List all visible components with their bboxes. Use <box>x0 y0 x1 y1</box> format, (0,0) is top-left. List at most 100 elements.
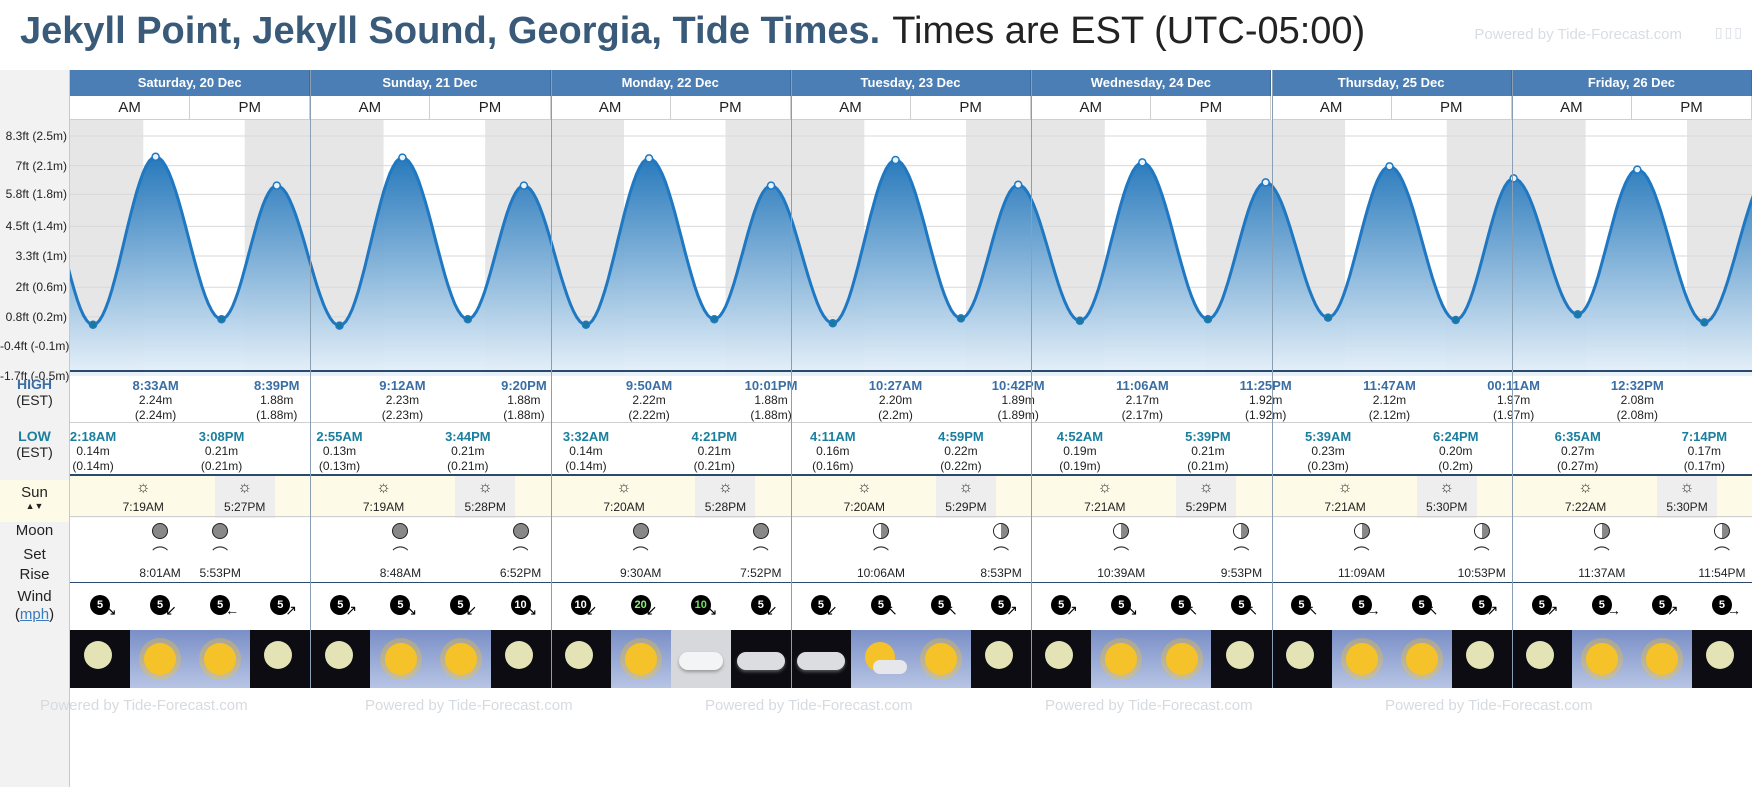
powered-by-footer-4[interactable]: Powered by Tide-Forecast.com <box>1045 697 1253 714</box>
low-tide-height: (0.21m) <box>1187 459 1229 473</box>
moon-icon <box>1691 630 1752 688</box>
high-tide-time: 9:50AM <box>625 378 673 393</box>
moon-phase-icon <box>1713 523 1730 539</box>
low-tide-time: 5:39PM <box>1185 429 1231 444</box>
moonset-time: 8:53PM <box>980 566 1022 580</box>
low-tide-point <box>1700 318 1709 327</box>
moon-icon <box>550 630 612 688</box>
tide-area <box>70 156 1752 376</box>
moon-shape <box>504 641 533 669</box>
low-tide-height: 0.21m <box>451 444 485 458</box>
low-tide-height: 0.16m <box>816 444 850 458</box>
moon-phase-icon <box>1593 523 1610 539</box>
sunrise-icon: ☼ <box>135 479 151 496</box>
low-tide-height: 0.19m <box>1063 444 1097 458</box>
high-tide-point <box>1385 162 1394 171</box>
sun-icon <box>190 630 251 688</box>
sunset-time: 5:28PM <box>704 500 747 514</box>
wind-speed: 5 <box>330 595 351 615</box>
low-tide-time: 4:52AM <box>1056 429 1104 444</box>
sunrise-cell: ☼ 7:20AM <box>594 476 654 518</box>
sunset-cell: ☼ 5:28PM <box>695 476 756 518</box>
y-tick-label: 5.8ft (1.8m) <box>5 187 67 202</box>
low-tide-time: 4:11AM <box>810 429 856 444</box>
powered-by-footer-2[interactable]: Powered by Tide-Forecast.com <box>365 697 573 714</box>
sun-icon <box>1631 630 1693 688</box>
sun-shape <box>204 643 237 675</box>
sun-row-label: Sun ▲▼ <box>0 480 69 522</box>
sunrise-time: 7:22AM <box>1564 500 1607 514</box>
wind-speed: 5 <box>1171 595 1192 615</box>
powered-by-link[interactable]: Powered by Tide-Forecast.com <box>1474 26 1682 43</box>
low-tide-height: (0.21m) <box>447 459 489 473</box>
low-label: LOW <box>18 428 51 444</box>
sun-arrows-icon: ▲▼ <box>25 501 44 511</box>
sun-shape <box>624 643 657 675</box>
moonset-time: 11:54PM <box>1698 566 1746 580</box>
wind-speed: 5 <box>270 595 291 615</box>
moon-phase-icon <box>872 523 889 539</box>
sunset-time: 5:27PM <box>224 500 266 514</box>
low-row-label: LOW (EST) <box>0 428 69 460</box>
low-tz: (EST) <box>16 444 53 460</box>
moon-phase-icon <box>993 523 1010 539</box>
powered-by-footer-1[interactable]: Powered by Tide-Forecast.com <box>40 697 248 714</box>
wind-cell: 5 ↘ <box>70 591 130 621</box>
wind-speed: 5 <box>90 595 111 615</box>
wind-unit-link[interactable]: mph <box>19 606 50 623</box>
moonrise-icon: ⌒ <box>872 547 889 564</box>
day-header: Wednesday, 24 Dec <box>1031 70 1272 96</box>
high-tide-time: 11:06AM <box>1115 378 1169 393</box>
y-tick-label: -1.7ft (-0.5m) <box>0 369 70 383</box>
high-tide-height: (1.97m) <box>1492 408 1535 422</box>
sun-shape <box>1646 643 1679 675</box>
low-tide-cell: 2:55AM 0.13m (0.13m) <box>300 429 380 474</box>
pm-label: PM <box>1151 96 1272 120</box>
high-tide-time: 11:25PM <box>1239 378 1292 393</box>
wind-direction-icon: ↙ <box>465 602 478 618</box>
sunrise-icon: ☼ <box>616 479 632 496</box>
moon-icon <box>70 630 131 688</box>
powered-by-footer-5[interactable]: Powered by Tide-Forecast.com <box>1385 697 1593 714</box>
moonset-time: 7:52PM <box>740 566 782 580</box>
wind-speed: 5 <box>1051 595 1072 615</box>
high-tide-height: 2.08m <box>1620 393 1654 407</box>
wind-speed: 5 <box>991 595 1012 615</box>
moonset-cell: ⌒ 7:52PM <box>731 523 791 580</box>
low-tide-height: (0.16m) <box>812 459 854 473</box>
moonset-icon: ⌒ <box>512 547 529 564</box>
moonset-icon: ⌒ <box>1713 547 1730 564</box>
low-tide-point <box>1075 316 1085 326</box>
sun-label: Sun <box>21 484 48 501</box>
sun-icon <box>370 630 431 688</box>
wind-speed: 20 <box>630 595 651 615</box>
low-tide-height: (0.2m) <box>1438 459 1474 473</box>
moonset-icon: ⌒ <box>993 547 1010 564</box>
wind-direction-icon: ↗ <box>1666 602 1679 618</box>
wind-cell: 5 ← <box>190 591 250 621</box>
sun-shape <box>1105 643 1138 675</box>
low-tide-cell: 4:52AM 0.19m (0.19m) <box>1040 429 1120 474</box>
low-tide-cell: 3:44PM 0.21m (0.21m) <box>428 429 508 474</box>
sunrise-cell: ☼ 7:20AM <box>834 476 894 518</box>
moon-rise-label: Rise <box>19 566 50 583</box>
wind-direction-icon: ↘ <box>705 602 718 618</box>
wind-cell: 5 → <box>1332 591 1392 621</box>
low-tide-cell: 3:08PM 0.21m (0.21m) <box>182 429 262 474</box>
high-tide-time: 10:42PM <box>991 378 1045 393</box>
high-tide-cell: 11:47AM 2.12m (2.12m) <box>1349 378 1429 423</box>
sunset-time: 5:30PM <box>1426 500 1468 514</box>
sunrise-icon: ☼ <box>856 479 872 496</box>
powered-by-footer-3[interactable]: Powered by Tide-Forecast.com <box>705 697 913 714</box>
wind-cell: 10 ↘ <box>491 591 551 621</box>
high-row-label: HIGH (EST) <box>0 376 69 408</box>
moon-shape <box>84 641 113 669</box>
high-tide-cell: 11:06AM 2.17m (2.17m) <box>1102 378 1182 423</box>
day-header: Tuesday, 23 Dec <box>790 70 1032 96</box>
low-tide-time: 2:18AM <box>69 429 117 444</box>
moon-label: Moon <box>15 522 54 539</box>
high-tide-height: (2.17m) <box>1121 408 1163 422</box>
moon-shape <box>1706 641 1735 669</box>
high-tide-time: 10:01PM <box>744 378 798 393</box>
wind-direction-icon: ↗ <box>1546 602 1559 618</box>
